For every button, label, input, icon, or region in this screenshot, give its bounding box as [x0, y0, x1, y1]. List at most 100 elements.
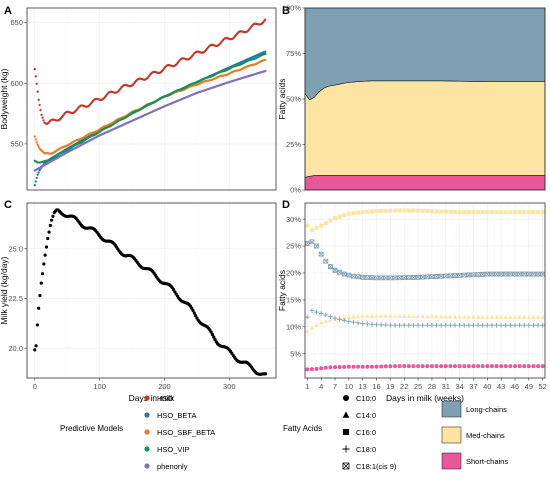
legend-shape-c14-0: [342, 411, 350, 418]
point-hso: [40, 113, 43, 116]
point-c18-1-cis-9: [337, 269, 343, 275]
legend-label-c18-0: C18:0: [356, 445, 376, 454]
point-c16-0: [480, 210, 485, 215]
point-hso: [35, 82, 38, 85]
point-c18-0: [461, 322, 467, 328]
point-c18-1-cis-9: [484, 271, 490, 277]
x-tick-label-d-3: 10: [345, 382, 353, 391]
point-c18-1-cis-9: [314, 243, 319, 249]
point-c10-0: [411, 364, 416, 369]
legend-label-long-chains: Long-chains: [466, 405, 507, 414]
point-c14-0: [517, 314, 522, 319]
series-c10-0: [305, 364, 545, 372]
point-c16-0: [462, 210, 467, 215]
point-c18-1-cis-9: [480, 271, 486, 277]
point-c16-0: [513, 210, 517, 215]
point-hso-vip: [264, 52, 267, 56]
point-c16-0: [485, 210, 490, 215]
point-c10-0: [360, 364, 365, 369]
point-c14-0: [360, 313, 365, 318]
point-c18-0: [351, 319, 356, 325]
point-c16-0: [536, 210, 541, 215]
legend-shape-c18-0: [342, 445, 350, 453]
point-c18-0: [327, 314, 333, 320]
point-milk-yield: [44, 245, 49, 249]
point-hso-beta: [37, 171, 40, 174]
x-tick-label-c-1: 100: [93, 382, 106, 391]
point-c18-0: [512, 322, 518, 328]
point-c14-0: [351, 314, 356, 319]
point-milk-yield: [38, 294, 42, 298]
series-c14-0: [305, 313, 545, 333]
legend-swatch-phenonly: [144, 463, 150, 469]
point-c18-1-cis-9: [415, 274, 421, 280]
point-c16-0: [323, 221, 328, 226]
point-c10-0: [453, 364, 457, 369]
point-hso-beta: [33, 183, 36, 187]
point-c14-0: [378, 313, 384, 318]
point-c18-1-cis-9: [512, 271, 518, 277]
x-tick-label-c-2: 200: [158, 382, 171, 391]
plot-border-c: [26, 202, 277, 379]
y-tick-label-d-4: 25%: [286, 242, 301, 251]
point-c10-0: [434, 364, 439, 369]
point-c10-0: [429, 364, 434, 369]
point-c18-0: [304, 314, 310, 320]
series-hso-sbf-beta: [33, 58, 267, 155]
point-c10-0: [305, 367, 310, 372]
point-c18-1-cis-9: [521, 271, 527, 277]
point-c10-0: [485, 364, 490, 369]
point-c14-0: [434, 314, 439, 319]
point-c14-0: [415, 313, 421, 319]
point-hso: [39, 109, 42, 112]
legend-label-c14-0: C14:0: [356, 411, 376, 420]
point-c16-0: [494, 210, 499, 215]
point-milk-yield: [212, 335, 216, 339]
point-c14-0: [323, 318, 328, 324]
point-c16-0: [411, 208, 416, 213]
point-c18-0: [535, 322, 541, 328]
point-hso: [36, 90, 39, 93]
point-c16-0: [425, 208, 430, 213]
legend-swatch-med-chains: [441, 426, 462, 444]
plot-background-c: [27, 203, 276, 378]
point-c10-0: [494, 364, 499, 369]
point-milk-yield: [209, 330, 213, 334]
x-tick-label-d-15: 46: [511, 382, 519, 391]
point-hso: [34, 75, 37, 78]
point-c18-0: [540, 322, 546, 328]
point-c14-0: [305, 328, 310, 333]
point-milk-yield: [46, 236, 50, 241]
legend-label-short-chains: Short-chains: [466, 457, 508, 466]
point-c18-1-cis-9: [387, 275, 393, 281]
legend-label-hso: HSO: [157, 394, 173, 403]
point-phenonly: [264, 69, 267, 73]
point-c18-0: [489, 322, 495, 328]
point-c16-0: [540, 210, 545, 215]
point-c14-0: [438, 314, 444, 319]
point-c16-0: [365, 209, 370, 214]
series-phenonly: [33, 69, 267, 172]
point-c14-0: [526, 314, 532, 319]
y-tick-label-d-0: 5%: [290, 349, 301, 358]
y-tick-label-b-4: 100%: [282, 4, 302, 13]
point-c10-0: [466, 364, 471, 369]
legend-fatty-acids: Fatty Acids C10:0 C14:0 C16:0 C18:0 C18:1(ci…: [283, 394, 397, 471]
point-c18-0: [480, 322, 486, 328]
panel-d-fatty-acid-weekly-chart: 1 4 7 10 13 16 19 22 25 28 31 34 37 40 43 46 49 52 5% 10% 15…: [277, 202, 547, 403]
panel-a-bodyweight-chart: 550 600 650 Bodyweight (kg): [0, 7, 277, 191]
y-tick-label-b-3: 75%: [286, 49, 301, 58]
panel-letter-c: C: [4, 199, 12, 211]
point-c10-0: [406, 364, 411, 369]
point-c14-0: [443, 314, 448, 319]
point-c18-0: [452, 322, 458, 328]
x-tick-label-d-13: 40: [483, 382, 491, 391]
legend-swatch-hso-vip: [144, 446, 150, 452]
point-c14-0: [374, 313, 379, 318]
y-axis-label-b: Fatty acids: [277, 78, 287, 119]
x-tick-label-d-2: 7: [333, 382, 337, 391]
point-c14-0: [471, 314, 476, 319]
series-c16-0: [305, 208, 545, 232]
legend-label-c10-0: C10:0: [356, 394, 376, 403]
point-c16-0: [517, 210, 522, 215]
